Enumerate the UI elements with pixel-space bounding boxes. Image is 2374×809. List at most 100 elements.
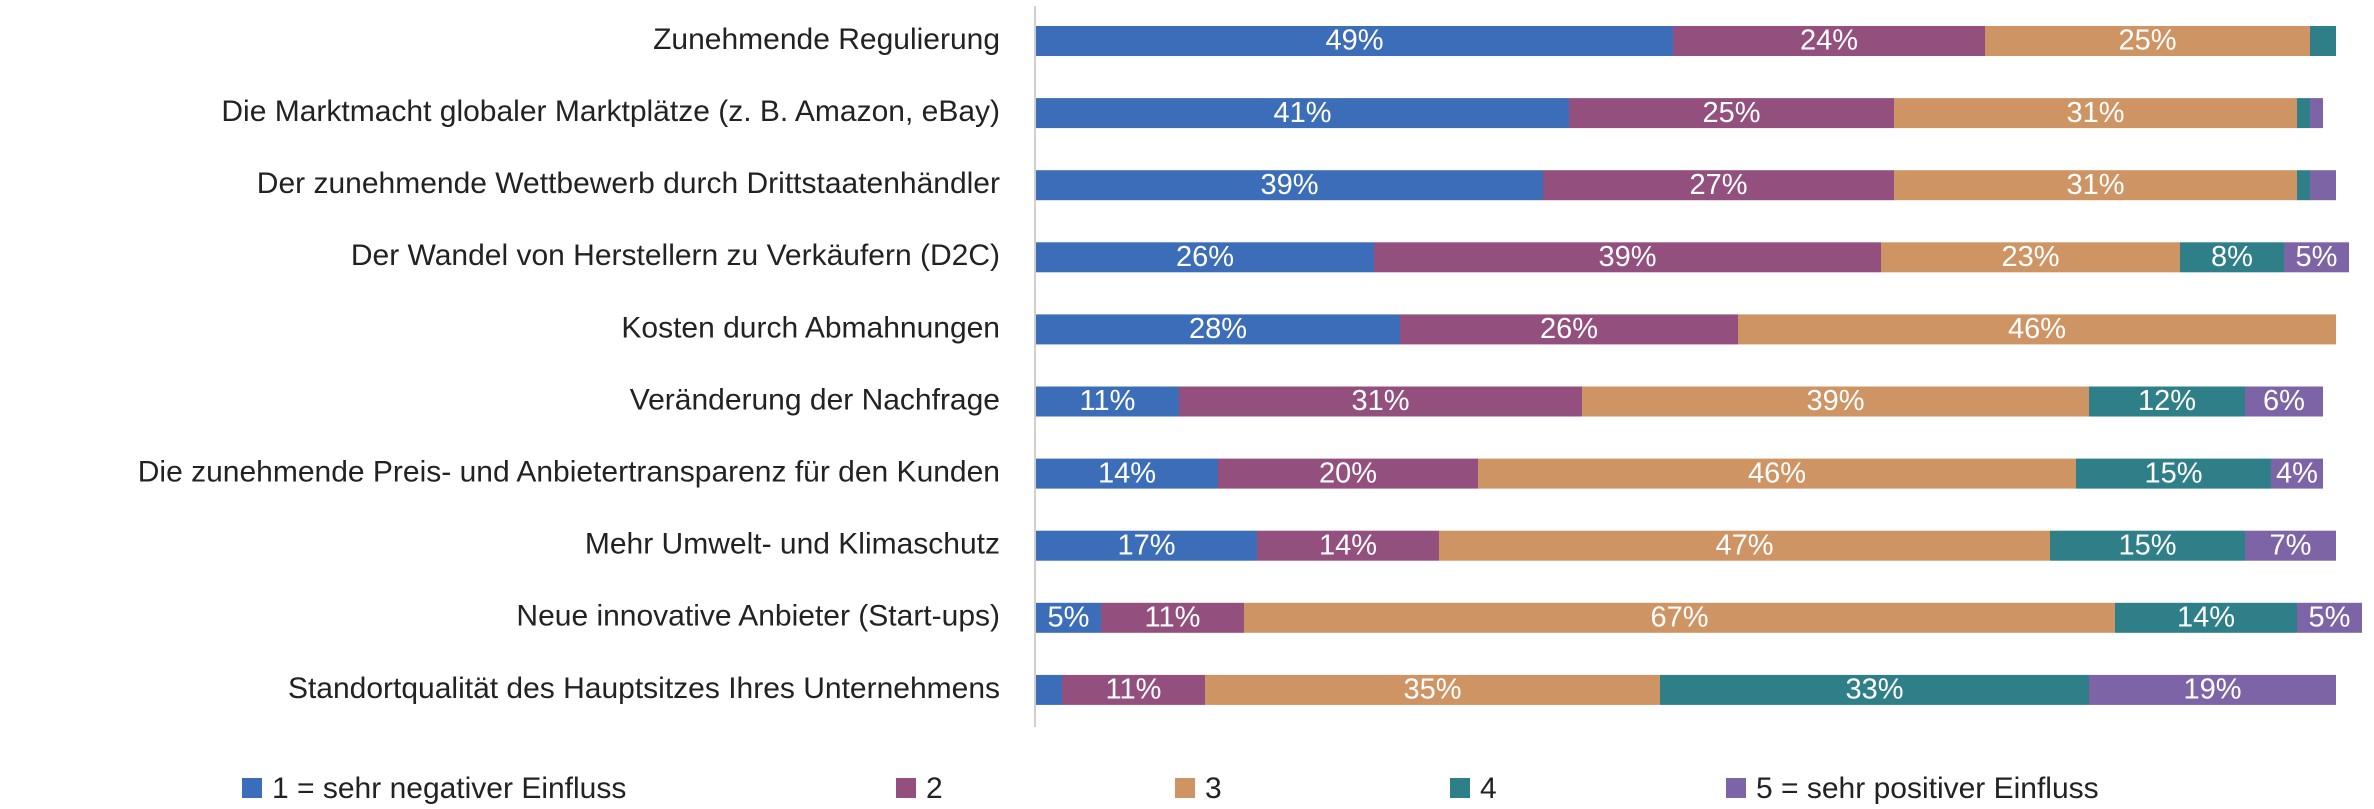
bar-segment [1036,674,1062,705]
legend-marker [242,778,262,798]
category-label: Mehr Umwelt- und Klimaschutz [585,528,1000,561]
bar-segment [2310,26,2336,56]
data-label: 14% [1319,529,1377,561]
bar-segment [2180,242,2284,273]
category-label: Kosten durch Abmahnungen [621,311,1000,344]
bar-segment [1543,170,1894,201]
bar-segment [2050,530,2245,561]
data-label: 35% [1403,674,1461,706]
category-label: Veränderung der Nachfrage [630,383,1000,416]
bar-segment [1062,674,1205,705]
bar-segment [1036,602,1101,633]
category-label: Standortqualität des Hauptsitzes Ihres U… [288,672,1000,705]
bar-segment [1439,530,2050,561]
bar-segment [1738,314,2336,345]
data-label: 28% [1189,313,1247,345]
data-label: 31% [1351,385,1409,417]
data-label: 39% [1806,385,1864,417]
bar-segment [2297,170,2310,201]
legend-label: 3 [1205,772,1222,805]
bar-segment [2089,674,2336,705]
bar-segment [1881,242,2180,273]
bar-segment [1036,314,1400,345]
category-label: Die zunehmende Preis- und Anbietertransp… [138,456,1000,489]
legend-label: 5 = sehr positiver Einfluss [1756,772,2099,805]
legend-marker [1450,778,1470,798]
data-label: 11% [1080,385,1136,417]
data-label: 67% [1650,601,1708,633]
bar-segment [1036,98,1569,129]
data-label: 15% [2118,529,2176,561]
bar-segment [1894,170,2297,201]
data-label: 26% [1176,241,1234,273]
bar-segment [1244,602,2115,633]
data-label: 14% [1098,457,1156,489]
bar-segment [1036,530,1257,561]
legend-marker [896,778,916,798]
bar-segment [2297,98,2310,129]
bar-segment [2284,242,2349,273]
data-label: 7% [2270,529,2312,561]
bar-segment [1673,26,1985,56]
data-label: 12% [2138,385,2196,417]
bar-segment [2076,458,2271,489]
bar-segment [1218,458,1478,489]
data-label: 25% [1702,97,1760,129]
bar-segment [1036,170,1543,201]
bar-segment [1660,674,2089,705]
legend-marker [1726,778,1746,798]
data-label: 31% [2066,97,2124,129]
data-label: 27% [1689,169,1747,201]
category-label: Zunehmende Regulierung [653,23,1000,56]
data-label: 5% [2309,601,2351,633]
data-label: 5% [2296,241,2338,273]
bar-segment [1894,98,2297,129]
bar-segment [2245,386,2323,417]
data-label: 46% [2008,313,2066,345]
bar-segment [1400,314,1738,345]
bar-segment [1036,458,1218,489]
bar-segment [1205,674,1660,705]
bar-segment [1101,602,1244,633]
bar-segment [2297,602,2362,633]
data-label: 31% [2066,169,2124,201]
legend-marker [1175,778,1195,798]
category-label: Der zunehmende Wettbewerb durch Drittsta… [257,167,1000,200]
data-label: 19% [2183,674,2241,706]
bar-segment [1478,458,2076,489]
bar-segment [1374,242,1881,273]
data-label: 6% [2263,385,2305,417]
legend-label: 1 = sehr negativer Einfluss [272,772,626,805]
bar-segment [2089,386,2245,417]
category-label: Neue innovative Anbieter (Start-ups) [516,600,1000,633]
bar-segment [1036,386,1179,417]
data-label: 39% [1260,169,1318,201]
data-label: 25% [2118,25,2176,57]
bar-segment [1036,26,1673,56]
bar-segment [1179,386,1582,417]
data-label: 47% [1715,529,1773,561]
bar-segment [2271,458,2323,489]
data-label: 33% [1845,674,1903,706]
bar-segment [2245,530,2336,561]
category-label: Der Wandel von Herstellern zu Verkäufern… [351,239,1000,272]
data-label: 41% [1273,97,1331,129]
data-label: 8% [2211,241,2253,273]
data-label: 26% [1540,313,1598,345]
bar-segment [2115,602,2297,633]
bar-segment [2310,98,2323,129]
data-label: 14% [2177,601,2235,633]
bar-segment [1569,98,1894,129]
bar-segment [2310,170,2336,201]
bar-segment [1582,386,2089,417]
data-label: 46% [1748,457,1806,489]
legend-label: 4 [1480,772,1497,805]
category-label: Die Marktmacht globaler Marktplätze (z. … [221,95,1000,128]
data-label: 17% [1117,529,1175,561]
legend-label: 2 [926,772,943,805]
data-label: 5% [1048,601,1090,633]
data-label: 49% [1325,25,1383,57]
data-label: 11% [1145,601,1201,633]
data-label: 20% [1319,457,1377,489]
